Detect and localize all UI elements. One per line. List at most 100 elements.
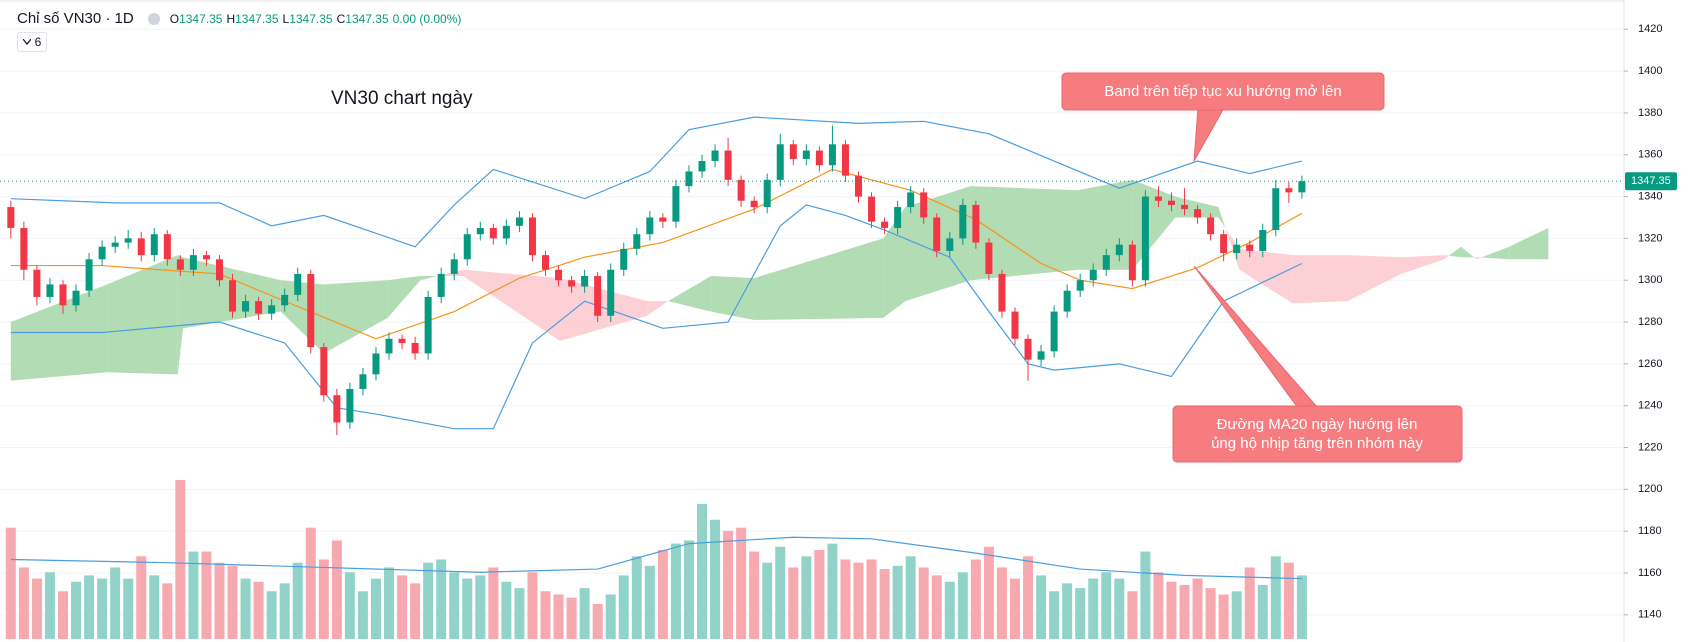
volume-bar: [710, 519, 721, 639]
callout-text: Band trên tiếp tục xu hướng mở lên: [1104, 83, 1341, 100]
upper-band-line: [10, 116, 1303, 248]
volume-bar: [410, 583, 421, 639]
volume-bar: [227, 565, 238, 639]
last-price-label: 1347.35: [1631, 175, 1671, 187]
ohlc-label: L: [282, 11, 290, 26]
y-tick-label: 1220: [1638, 441, 1662, 453]
candle-body: [476, 227, 484, 235]
volume-bar: [579, 588, 590, 639]
volume-bar: [566, 597, 577, 639]
cloud-segment: [883, 207, 906, 318]
candle-body: [776, 144, 784, 180]
candle-body: [789, 144, 797, 159]
cloud-segment: [463, 269, 560, 341]
candle-body: [1259, 230, 1267, 251]
volume-bar: [1166, 581, 1177, 639]
volume-bar: [514, 588, 525, 639]
symbol: Chỉ số VN30 · 1D: [17, 10, 134, 27]
cloud-segment: [1292, 255, 1348, 304]
volume-bar: [57, 591, 68, 639]
candle-body: [868, 196, 876, 222]
volume-bar: [462, 578, 473, 639]
y-tick-label: 1360: [1638, 149, 1662, 161]
volume-bar: [788, 567, 799, 639]
candle-body: [268, 305, 276, 314]
volume-bar: [762, 562, 773, 639]
volume-bar: [318, 559, 329, 639]
candle-body: [372, 353, 380, 375]
cloud-segment: [1476, 257, 1482, 260]
candle-body: [946, 238, 954, 251]
volume-bar: [1062, 583, 1073, 639]
volume-bar: [944, 581, 955, 639]
candle-body: [502, 225, 510, 239]
callout-pointer: [1193, 107, 1225, 162]
legend-header: Chỉ số VN30 · 1D O 1347.35 H 1347.35 L 1347…: [17, 10, 465, 27]
volume-bar: [983, 546, 994, 639]
candle-body: [933, 217, 941, 251]
volume-bar: [423, 562, 434, 639]
volume-bar: [1140, 551, 1151, 639]
volume-bar: [1009, 578, 1020, 639]
y-tick-label: 1340: [1638, 190, 1662, 202]
candle-body: [411, 342, 419, 354]
volume-bar: [866, 559, 877, 639]
candle-body: [633, 234, 641, 249]
volume-bar: [827, 543, 838, 639]
callout-text: ủng hộ nhịp tăng trên nhóm này: [1211, 435, 1423, 452]
volume-bar: [357, 591, 368, 639]
cloud-segment: [1347, 255, 1401, 302]
volume-bar: [879, 569, 890, 639]
volume-bar: [1179, 584, 1190, 639]
volume-bar: [44, 572, 55, 639]
volume-bar: [814, 549, 825, 639]
candle-body: [346, 388, 354, 423]
candle-body: [1272, 188, 1280, 231]
candle-body: [398, 338, 406, 343]
cloud-segment: [1225, 227, 1240, 270]
candle-body: [1233, 244, 1241, 254]
candle-body: [724, 150, 732, 180]
candle-body: [555, 269, 563, 281]
indicators-toggle[interactable]: 6: [17, 32, 47, 52]
volume-bar: [501, 581, 512, 639]
ohlc-value: 1347.35: [289, 11, 333, 26]
cloud-segment: [107, 255, 178, 375]
candle-body: [1207, 217, 1215, 235]
candle-body: [463, 234, 471, 260]
volume-bar: [240, 578, 251, 639]
candle-body: [581, 276, 589, 287]
y-tick-label: 1200: [1638, 483, 1662, 495]
cloud-segment: [647, 301, 669, 316]
callout-1: Band trên tiếp tục xu hướng mở lên: [1061, 72, 1385, 162]
volume-bar: [1088, 578, 1099, 639]
indicators-count: 6: [34, 35, 42, 49]
candle-body: [1141, 196, 1149, 281]
candle-body: [594, 276, 602, 316]
volume-bar: [1036, 575, 1047, 639]
cloud-segment: [970, 186, 1078, 281]
volume-bar: [540, 591, 551, 639]
volume-bar: [775, 546, 786, 639]
ohlc-label: H: [226, 11, 236, 26]
candle-body: [359, 374, 367, 389]
y-tick-label: 1160: [1638, 567, 1662, 579]
volume-bar: [657, 549, 668, 639]
volume-bar: [957, 572, 968, 639]
volume-bar: [488, 567, 499, 639]
candle-body: [1050, 311, 1058, 352]
candle-body: [646, 217, 654, 235]
candle-body: [202, 255, 210, 260]
volume-bar: [397, 575, 408, 639]
y-tick-label: 1300: [1638, 274, 1662, 286]
candle-body: [1076, 280, 1084, 291]
volume-bar: [853, 562, 864, 639]
cloud-segment: [1400, 255, 1445, 274]
ohlc-label: O: [169, 11, 180, 26]
candle-body: [920, 192, 928, 218]
candle-body: [1037, 351, 1045, 360]
cloud-segment: [1481, 246, 1510, 260]
cloud-segment: [1175, 196, 1219, 218]
cloud-segment: [1460, 246, 1475, 258]
